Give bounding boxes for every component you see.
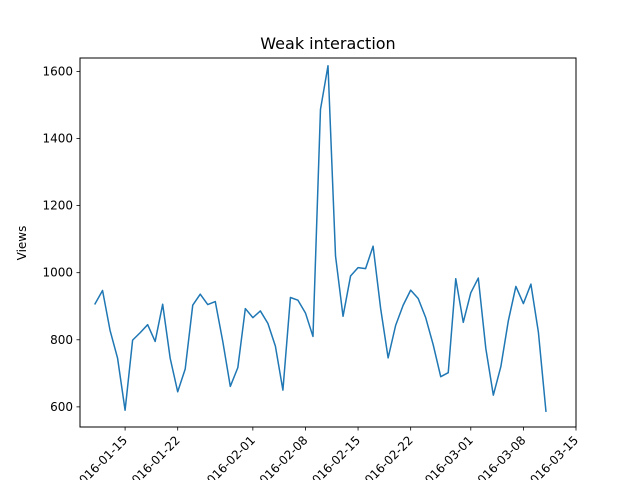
y-tick-label: 1600 [42, 64, 73, 78]
x-tick-label: 2016-02-08 [251, 433, 310, 480]
y-tick-label: 800 [50, 333, 73, 347]
y-axis: 600 800 1000 1200 1400 1600 [42, 64, 80, 414]
x-tick-label: 2016-02-15 [304, 433, 363, 480]
chart-title: Weak interaction [260, 34, 395, 53]
y-tick-label: 1000 [42, 266, 73, 280]
x-tick-label: 2016-01-22 [124, 433, 183, 480]
series-line [94, 64, 547, 413]
plot-frame [79, 57, 577, 428]
x-tick-label: 2016-03-01 [417, 433, 476, 480]
x-tick-label: 2016-02-22 [357, 433, 416, 480]
x-tick-label: 2016-03-15 [522, 433, 581, 480]
x-tick-label: 2016-01-15 [71, 433, 130, 480]
y-tick-label: 600 [50, 400, 73, 414]
y-tick-label: 1400 [42, 132, 73, 146]
x-tick-label: 2016-02-01 [199, 433, 258, 480]
y-tick-label: 1200 [42, 199, 73, 213]
y-axis-label: Views [15, 226, 29, 261]
x-tick-label: 2016-03-08 [469, 433, 528, 480]
